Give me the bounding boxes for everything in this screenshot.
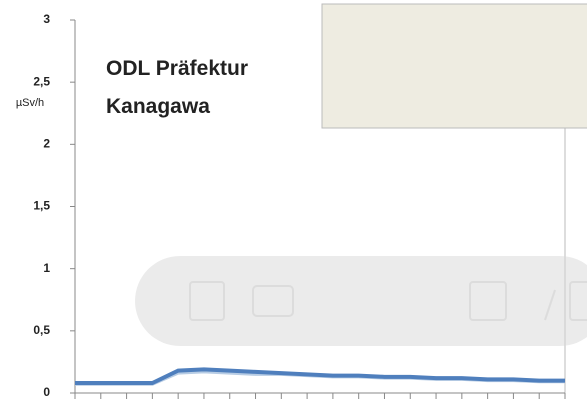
chart-title: ODL Präfektur Kanagawa (96, 46, 284, 120)
y-tick-label: 1,5 (33, 199, 50, 213)
y-tick-label: 2 (43, 137, 50, 151)
series-line (75, 367, 565, 386)
y-tick-label: 0 (43, 385, 50, 399)
y-tick-label: 0,5 (33, 323, 50, 337)
y-tick-label: 1 (43, 261, 50, 275)
y-tick-label: 3 (43, 12, 50, 26)
y-tick-label: 2,5 (33, 74, 50, 88)
legend-box (321, 3, 587, 129)
toolbar-overlay (135, 256, 587, 346)
y-axis-label: µSv/h (16, 97, 44, 109)
